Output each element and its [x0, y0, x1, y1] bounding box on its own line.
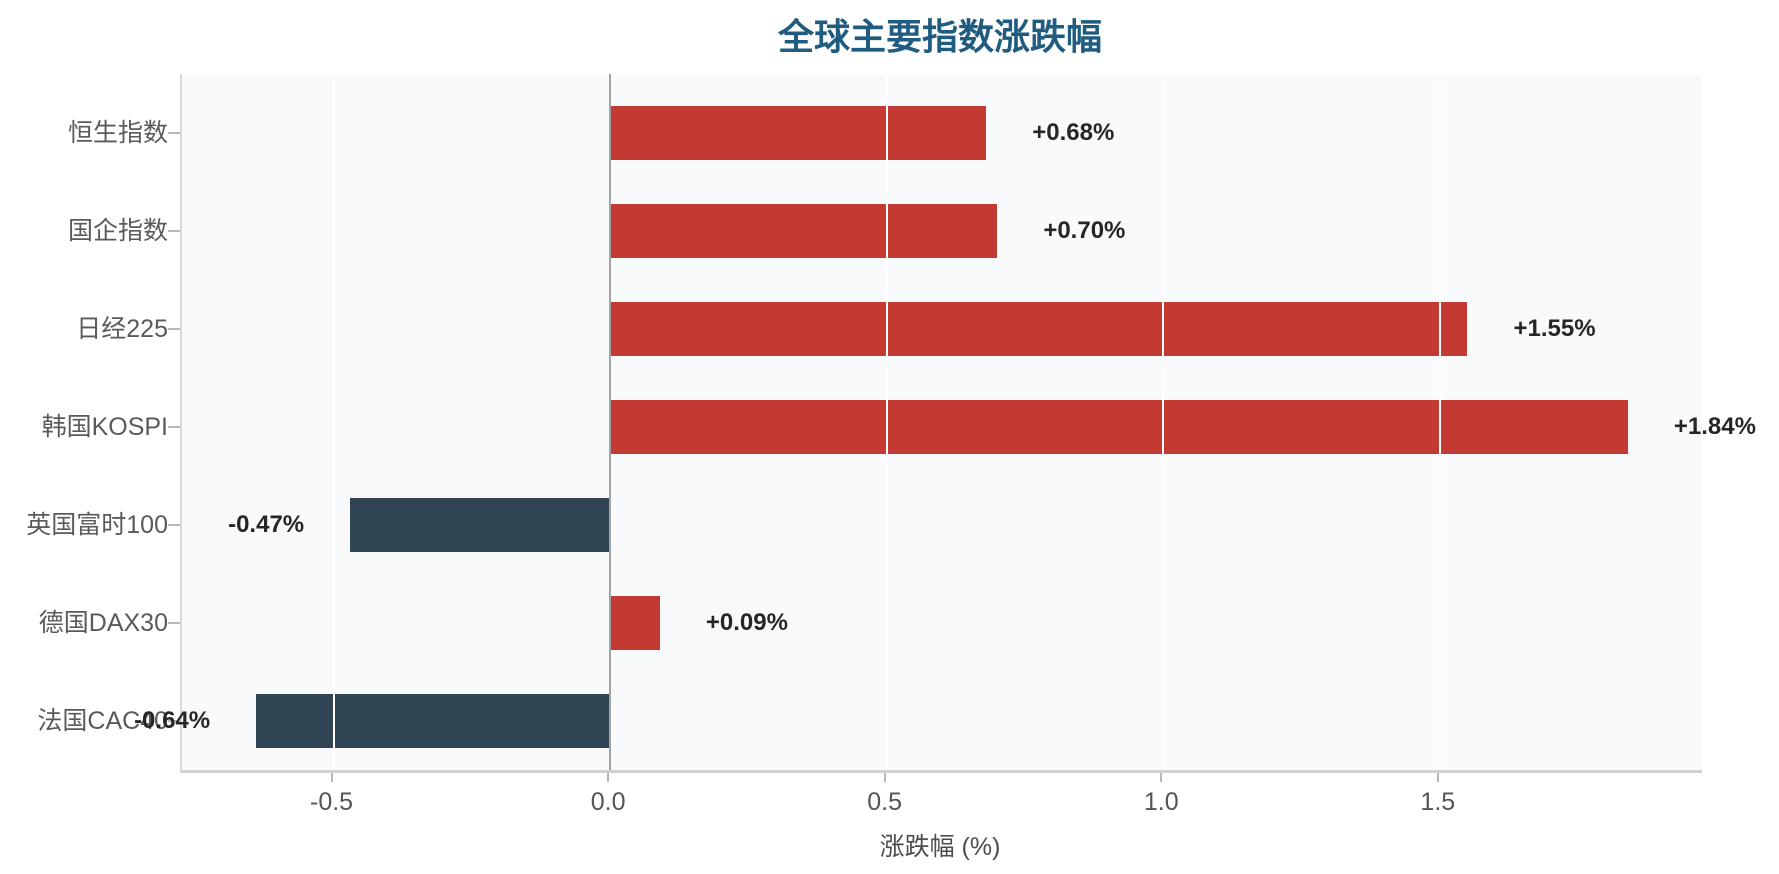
y-tick [168, 328, 180, 330]
x-tick [1436, 773, 1439, 782]
bar-value-label: +1.55% [1513, 315, 1596, 342]
x-tick-label: 0.0 [590, 788, 626, 816]
x-axis-title: 涨跌幅 (%) [879, 833, 1001, 861]
bar [256, 694, 611, 748]
gridline [1162, 74, 1165, 770]
gridline [332, 74, 335, 770]
bar [610, 596, 660, 650]
bar-value-label: +1.84% [1673, 413, 1756, 440]
y-axis-label: 德国DAX30 [38, 609, 168, 637]
bar [610, 204, 998, 258]
x-tick [607, 773, 610, 782]
bar [610, 302, 1468, 356]
bar-value-label: +0.09% [705, 609, 788, 636]
y-axis-label: 日经225 [76, 315, 168, 343]
y-tick [168, 132, 180, 134]
x-tick [1160, 773, 1163, 782]
y-axis-label: 英国富时100 [26, 511, 168, 539]
bar [350, 498, 611, 552]
y-tick [168, 720, 180, 722]
y-tick [168, 622, 180, 624]
bar [610, 106, 987, 160]
bar-value-label: -0.64% [134, 707, 211, 734]
y-tick [168, 230, 180, 232]
x-tick-label: -0.5 [310, 788, 354, 816]
y-axis-label: 韩国KOSPI [41, 413, 168, 441]
y-tick [168, 524, 180, 526]
y-axis-label: 国企指数 [67, 217, 168, 245]
x-tick-label: 1.0 [1143, 788, 1179, 816]
bar-value-label: +0.70% [1043, 217, 1126, 244]
gridline [1438, 74, 1441, 770]
bar [610, 400, 1628, 454]
bar-value-label: -0.47% [228, 511, 305, 538]
gridline [885, 74, 888, 770]
plot-area: +0.68% +0.70% +1.55% +1.84% -0.47% +0.09% -0.6… [134, 74, 1756, 773]
x-tick [330, 773, 333, 782]
chart-title: 全球主要指数涨跌幅 [777, 16, 1103, 57]
x-tick-label: 1.5 [1420, 788, 1456, 816]
zero-line [609, 74, 612, 770]
x-tick [883, 773, 886, 782]
bar-value-label: +0.68% [1032, 119, 1115, 146]
y-tick [168, 426, 180, 428]
x-tick-label: 0.5 [867, 788, 903, 816]
y-axis-label: 法国CAC40 [37, 707, 168, 735]
y-axis-label: 恒生指数 [67, 119, 168, 147]
